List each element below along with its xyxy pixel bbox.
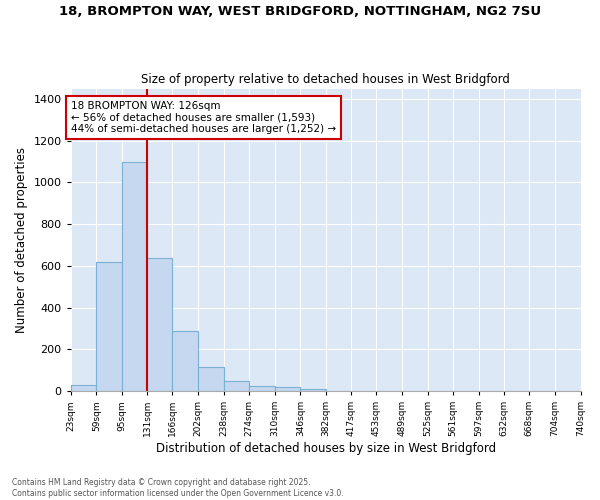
Bar [148,258,172,391]
Bar [97,262,122,391]
Bar [224,380,249,391]
Bar [71,385,97,391]
Bar [249,386,275,391]
X-axis label: Distribution of detached houses by size in West Bridgford: Distribution of detached houses by size … [155,442,496,455]
Bar [301,388,326,391]
Bar [198,367,224,391]
Text: Contains HM Land Registry data © Crown copyright and database right 2025.
Contai: Contains HM Land Registry data © Crown c… [12,478,344,498]
Y-axis label: Number of detached properties: Number of detached properties [15,147,28,333]
Text: 18, BROMPTON WAY, WEST BRIDGFORD, NOTTINGHAM, NG2 7SU: 18, BROMPTON WAY, WEST BRIDGFORD, NOTTIN… [59,5,541,18]
Text: 18 BROMPTON WAY: 126sqm
← 56% of detached houses are smaller (1,593)
44% of semi: 18 BROMPTON WAY: 126sqm ← 56% of detache… [71,101,336,134]
Bar [122,162,148,391]
Title: Size of property relative to detached houses in West Bridgford: Size of property relative to detached ho… [141,73,510,86]
Bar [275,387,301,391]
Bar [172,330,198,391]
